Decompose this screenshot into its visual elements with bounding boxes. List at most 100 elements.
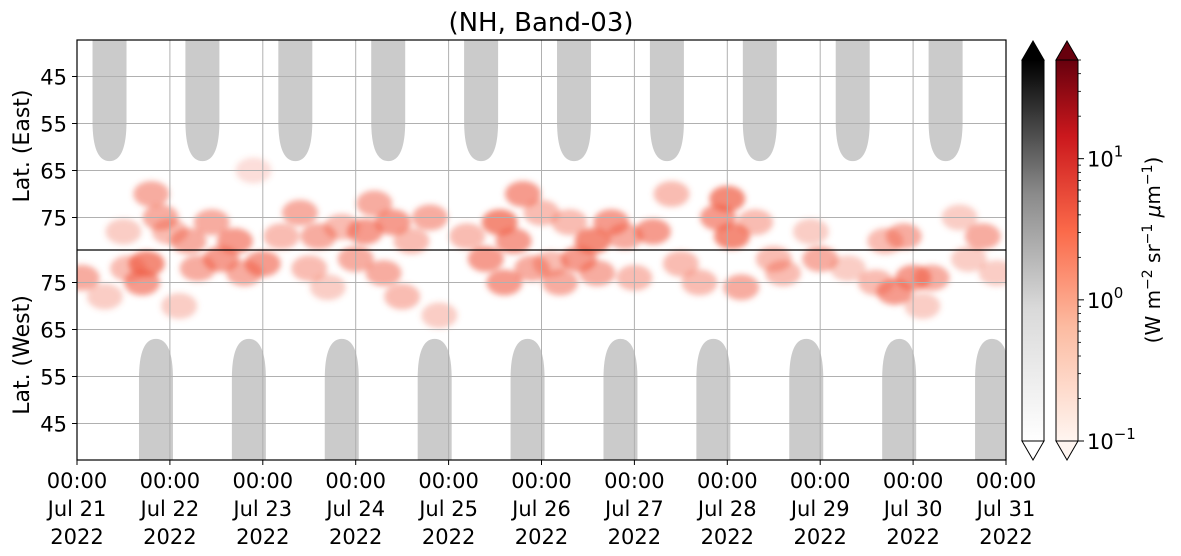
daylight-mask-east-2 bbox=[278, 40, 313, 162]
x-tick-label-time: 00:00 bbox=[47, 469, 108, 493]
aurora-patch-9 bbox=[161, 293, 198, 319]
x-tick-label-time: 00:00 bbox=[233, 469, 294, 493]
greys-extend-min bbox=[1021, 440, 1045, 461]
aurora-patch-46 bbox=[579, 260, 616, 287]
x-tick-label-date: Jul 21 bbox=[46, 497, 107, 521]
x-tick-label-time: 00:00 bbox=[418, 469, 479, 493]
greys-colorbar bbox=[1021, 40, 1045, 461]
x-tick-labels: 00:00 Jul 21 2022 00:00 Jul 22 2022 00:00 Jul 2… bbox=[46, 460, 1037, 549]
x-tick-label-date: Jul 25 bbox=[417, 497, 478, 521]
colorbar-ticks: 101 100 10−1 bbox=[1078, 59, 1136, 454]
x-tick-label-year: 2022 bbox=[608, 525, 661, 549]
aurora-patch-12 bbox=[193, 209, 230, 236]
aurora-patch-45 bbox=[574, 228, 611, 254]
x-tick-label-time: 00:00 bbox=[511, 469, 572, 493]
x-tick-label-time: 00:00 bbox=[976, 469, 1037, 493]
daylight-mask-west-16 bbox=[696, 338, 731, 460]
daylight-mask-east-7 bbox=[742, 40, 777, 162]
reds-extend-min bbox=[1055, 440, 1079, 461]
aurora-patch-5 bbox=[128, 250, 165, 277]
aurora-patch-29 bbox=[384, 283, 421, 310]
aurora-patch-38 bbox=[504, 181, 541, 207]
x-tick-label-year: 2022 bbox=[50, 525, 103, 549]
aurora-patch-70 bbox=[913, 264, 950, 291]
daylight-mask-east-4 bbox=[464, 40, 499, 162]
x-tick-label-date: Jul 29 bbox=[789, 497, 850, 521]
y-tick-label: 45 bbox=[40, 413, 67, 437]
aurora-patch-72 bbox=[950, 246, 987, 272]
aurora-patch-67 bbox=[885, 223, 922, 250]
x-tick-label-date: Jul 26 bbox=[510, 497, 571, 521]
aurora-patch-26 bbox=[356, 190, 393, 217]
aurora-patch-33 bbox=[449, 223, 486, 250]
aurora-patch-63 bbox=[830, 255, 867, 282]
aurora-patch-2 bbox=[105, 218, 142, 245]
x-tick-label-time: 00:00 bbox=[790, 469, 851, 493]
aurora-patch-6 bbox=[133, 181, 170, 207]
daylight-mask-east-8 bbox=[835, 40, 870, 162]
grid-lines bbox=[77, 40, 1006, 460]
chart-title: (NH, Band-03) bbox=[448, 8, 633, 38]
y-tick-label: 45 bbox=[40, 66, 67, 90]
y-tick-label: 65 bbox=[40, 160, 67, 184]
aurora-patch-27 bbox=[365, 260, 402, 287]
reds-extend-max bbox=[1055, 40, 1079, 61]
colorbar-label: (W m−2 sr−1 μm−1) bbox=[1140, 157, 1165, 344]
y-axis-label-west: Lat. (West) bbox=[10, 295, 35, 415]
x-tick-label-year: 2022 bbox=[979, 525, 1032, 549]
aurora-patch-58 bbox=[737, 209, 774, 236]
daylight-mask-east-1 bbox=[185, 40, 220, 162]
x-tick-label-year: 2022 bbox=[143, 525, 196, 549]
greys-colorbar-body bbox=[1021, 59, 1045, 442]
colorbar-tick-label: 100 bbox=[1087, 284, 1123, 313]
y-tick-label: 55 bbox=[40, 113, 67, 137]
colorbar-tick-label: 101 bbox=[1087, 143, 1123, 172]
x-tick-label-date: Jul 24 bbox=[324, 497, 385, 521]
y-axis-label-east: Lat. (East) bbox=[10, 90, 35, 203]
aurora-patch-20 bbox=[291, 255, 328, 282]
aurora-patch-14 bbox=[216, 228, 253, 254]
aurora-patch-51 bbox=[653, 181, 690, 207]
x-tick-label-time: 00:00 bbox=[883, 469, 944, 493]
reds-colorbar-body bbox=[1055, 59, 1079, 442]
aurora-patch-57 bbox=[723, 274, 760, 301]
aurora-patch-1 bbox=[86, 283, 123, 310]
aurora-patch-28 bbox=[374, 209, 411, 236]
daylight-mask-east-0 bbox=[92, 40, 127, 162]
x-tick-label-time: 00:00 bbox=[140, 469, 201, 493]
reds-colorbar bbox=[1055, 40, 1079, 461]
y-tick-labels: 45 55 65 75 75 65 55 45 bbox=[40, 66, 77, 437]
aurora-patch-52 bbox=[662, 250, 699, 277]
daylight-mask-west-18 bbox=[882, 338, 917, 460]
x-tick-label-year: 2022 bbox=[886, 525, 939, 549]
x-tick-label-date: Jul 31 bbox=[975, 497, 1036, 521]
aurora-patch-61 bbox=[792, 218, 829, 245]
daylight-mask-west-10 bbox=[138, 338, 173, 460]
x-tick-label-year: 2022 bbox=[422, 525, 475, 549]
aurora-patch-19 bbox=[281, 199, 318, 226]
aurora-patch-37 bbox=[495, 228, 532, 254]
aurora-patch-50 bbox=[634, 218, 671, 245]
x-tick-label-time: 00:00 bbox=[697, 469, 758, 493]
daylight-mask-west-19 bbox=[975, 338, 1006, 460]
x-tick-label-time: 00:00 bbox=[325, 469, 386, 493]
aurora-patch-34 bbox=[467, 246, 504, 272]
x-tick-label-year: 2022 bbox=[329, 525, 382, 549]
y-tick-label: 65 bbox=[40, 319, 67, 343]
aurora-patch-69 bbox=[904, 293, 941, 319]
y-tick-label: 75 bbox=[40, 272, 67, 296]
y-tick-label: 75 bbox=[40, 207, 67, 231]
aurora-patch-43 bbox=[551, 209, 588, 236]
aurora-patch-73 bbox=[964, 223, 1001, 250]
daylight-mask-east-6 bbox=[649, 40, 684, 162]
aurora-patch-0 bbox=[77, 264, 100, 291]
x-tick-label-date: Jul 23 bbox=[231, 497, 292, 521]
daylight-masks bbox=[92, 40, 1006, 460]
aurora-patch-10 bbox=[170, 228, 207, 254]
x-tick-label-year: 2022 bbox=[701, 525, 754, 549]
colorbars: 101 100 10−1 bbox=[1021, 40, 1136, 461]
daylight-mask-east-5 bbox=[557, 40, 592, 162]
aurora-patch-22 bbox=[309, 274, 346, 301]
daylight-mask-west-13 bbox=[417, 338, 452, 460]
